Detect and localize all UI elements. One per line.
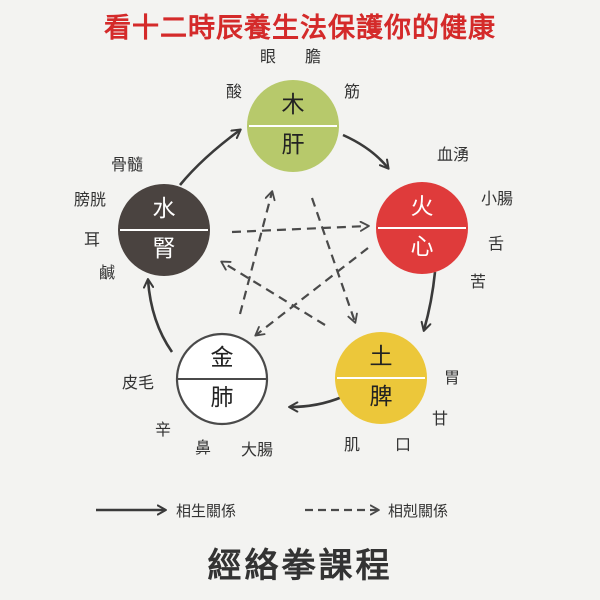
water-attr-bone-marrow: 骨髓 <box>111 155 143 174</box>
arrow-wood-to-fire <box>342 133 388 168</box>
wood-attr-eye: 眼 <box>260 47 276 66</box>
water-kidney-node: 水 腎 <box>118 184 210 276</box>
earth-attr-sweet: 甘 <box>432 409 448 428</box>
fire-element-label: 火 <box>411 194 434 220</box>
metal-attr-skin-hair: 皮毛 <box>122 373 154 392</box>
lung-organ-label: 肺 <box>211 385 234 411</box>
metal-lung-node: 金 肺 <box>175 332 269 426</box>
wood-element-label: 木 <box>282 92 305 118</box>
water-element-label: 水 <box>153 196 176 222</box>
wood-attr-sour: 酸 <box>226 82 242 101</box>
page-title: 看十二時辰養生法保護你的健康 <box>104 13 496 44</box>
spleen-organ-label: 脾 <box>370 384 393 410</box>
arrow-metal-to-water <box>148 280 174 353</box>
course-title: 經絡拳課程 <box>207 546 393 586</box>
dashed-arrow-earth-to-water <box>220 260 326 326</box>
legend: 相生關係 相剋關係 <box>96 502 448 520</box>
heart-organ-label: 心 <box>411 234 434 260</box>
wood-attr-tendon: 筋 <box>344 82 360 101</box>
dashed-arrow-fire-to-metal <box>254 247 369 337</box>
liver-organ-label: 肝 <box>282 132 305 158</box>
fire-attr-bitter: 苦 <box>470 272 486 291</box>
earth-spleen-node: 土 脾 <box>335 332 427 424</box>
water-attr-salty: 鹹 <box>99 263 115 282</box>
dashed-arrow-wood-to-earth <box>310 197 358 324</box>
water-attr-ear: 耳 <box>84 230 100 249</box>
metal-attr-large-intestine: 大腸 <box>241 440 273 459</box>
arrow-earth-to-metal <box>290 395 343 407</box>
water-attr-bladder: 膀胱 <box>74 190 106 209</box>
wood-attr-gallbladder: 膽 <box>305 47 321 66</box>
earth-attr-muscle: 肌 <box>344 435 360 454</box>
fire-attr-blood: 血湧 <box>437 145 469 164</box>
earth-element-label: 土 <box>370 344 393 370</box>
wood-liver-node: 木 肝 <box>247 80 339 172</box>
fire-attr-small-intestine: 小腸 <box>481 189 513 208</box>
earth-attr-stomach: 胃 <box>444 368 460 387</box>
fire-heart-node: 火 心 <box>376 182 468 274</box>
kidney-organ-label: 腎 <box>153 236 176 262</box>
dashed-arrow-water-to-fire <box>231 220 370 234</box>
legend-controlling-label: 相剋關係 <box>388 502 448 520</box>
arrow-fire-to-earth <box>424 271 437 330</box>
legend-generating-label: 相生關係 <box>176 502 236 520</box>
metal-element-label: 金 <box>211 345 234 371</box>
dashed-arrow-metal-to-wood <box>238 190 276 315</box>
metal-attr-nose: 鼻 <box>195 438 211 457</box>
arrow-water-to-wood <box>178 130 240 186</box>
fire-attr-tongue: 舌 <box>488 234 504 253</box>
metal-attr-pungent: 辛 <box>155 420 171 439</box>
earth-attr-mouth: 口 <box>395 435 411 454</box>
